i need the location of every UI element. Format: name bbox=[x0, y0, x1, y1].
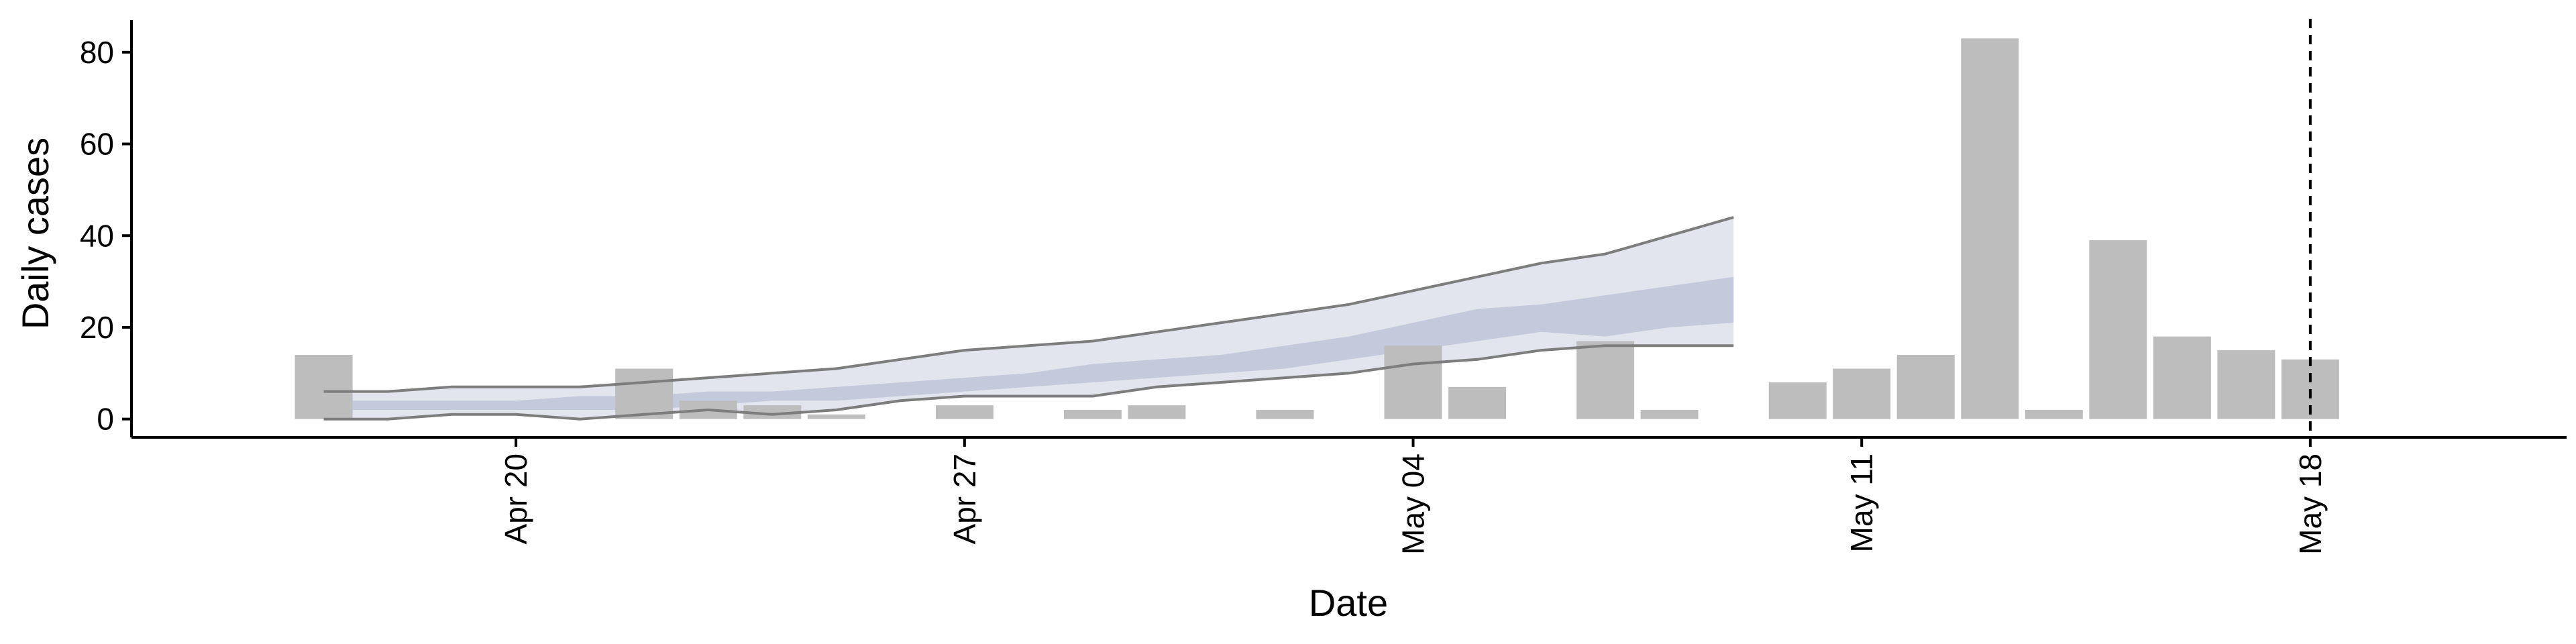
estimate-lines-layer bbox=[323, 215, 1734, 421]
daily-cases-bar bbox=[2217, 350, 2275, 419]
x-tick-label: Apr 20 bbox=[498, 453, 533, 545]
daily-cases-bar bbox=[1961, 38, 2019, 419]
daily-cases-bar bbox=[1256, 410, 1314, 419]
lower-bound-line bbox=[323, 344, 1734, 421]
daily-cases-bar bbox=[2089, 240, 2147, 419]
daily-cases-bar bbox=[1128, 405, 1186, 419]
daily-cases-bar bbox=[1576, 341, 1635, 419]
daily-cases-bar bbox=[1896, 355, 1955, 419]
upper-bound-line bbox=[323, 215, 1734, 393]
x-axis-ticks: Apr 20 Apr 27 May 04 May 11 May 18 bbox=[498, 437, 2328, 555]
inner-interval-ribbon bbox=[323, 276, 1734, 410]
daily-cases-bar bbox=[1833, 368, 1891, 419]
y-tick-label: 40 bbox=[80, 218, 114, 253]
y-axis-ticks: 0 20 40 60 80 bbox=[80, 35, 131, 437]
estimate-band-layer bbox=[323, 217, 1734, 419]
daily-cases-bar bbox=[935, 405, 994, 419]
daily-cases-bar bbox=[1640, 410, 1699, 419]
x-tick-label: May 04 bbox=[1396, 453, 1431, 555]
y-tick-label: 60 bbox=[80, 127, 114, 162]
daily-cases-bar bbox=[2025, 410, 2083, 419]
axes-layer: Apr 20 Apr 27 May 04 May 11 May 18 0 20 40 60 80 bbox=[80, 20, 2567, 555]
daily-cases-bar bbox=[1063, 410, 1122, 419]
y-axis-title: Daily cases bbox=[14, 138, 56, 329]
daily-cases-bar bbox=[2153, 336, 2211, 419]
daily-cases-bar bbox=[1448, 386, 1507, 419]
observed-bars-layer bbox=[294, 38, 2339, 419]
daily-cases-bar bbox=[615, 368, 674, 419]
x-tick-label: May 18 bbox=[2293, 453, 2328, 555]
y-tick-label: 20 bbox=[80, 310, 114, 345]
x-tick-label: May 11 bbox=[1844, 453, 1879, 552]
daily-cases-bar bbox=[743, 405, 802, 419]
daily-cases-bar bbox=[1768, 382, 1827, 419]
x-tick-label: Apr 27 bbox=[947, 453, 982, 545]
daily-cases-bar bbox=[294, 355, 353, 419]
x-axis-title: Date bbox=[1309, 582, 1388, 624]
daily-cases-bar bbox=[807, 414, 865, 419]
y-tick-label: 80 bbox=[80, 35, 114, 70]
y-tick-label: 0 bbox=[97, 402, 114, 437]
daily-cases-bar bbox=[1384, 345, 1442, 419]
